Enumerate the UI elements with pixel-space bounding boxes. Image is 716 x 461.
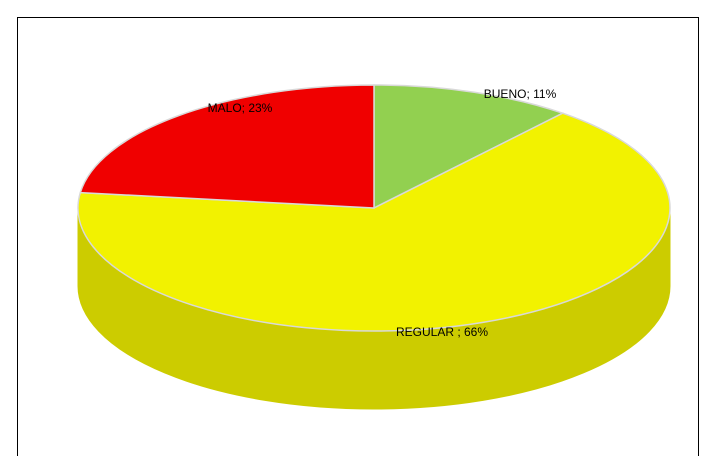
data-label: BUENO; 11%: [484, 87, 557, 101]
pie-slice: [373, 84, 565, 210]
pie-slice: [79, 84, 375, 209]
data-label: REGULAR ; 66%: [396, 325, 488, 339]
pie-slice: [77, 112, 671, 332]
data-label: MALO; 23%: [208, 101, 273, 115]
